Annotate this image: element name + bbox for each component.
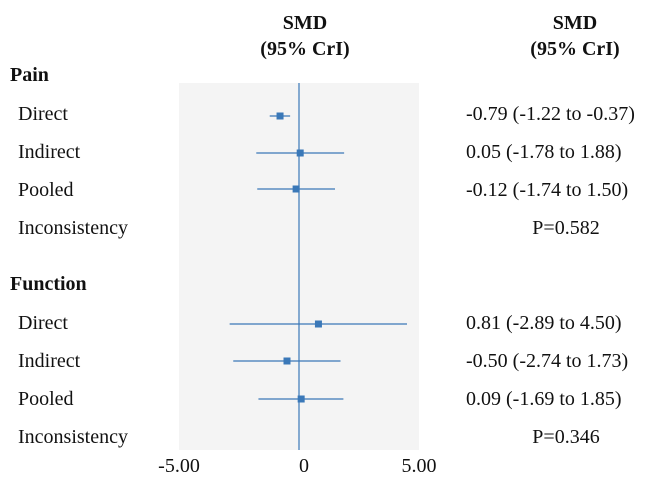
row-label-function-direct: Direct xyxy=(18,312,68,334)
values-header-line1: SMD xyxy=(552,12,598,34)
x-tick-label-min: -5.00 xyxy=(158,455,200,477)
point-marker-pain-direct xyxy=(276,112,284,120)
p-value-pain: P=0.582 xyxy=(532,217,600,239)
plot-header-line2: (95% CrI) xyxy=(260,38,350,60)
ci-text-pain-direct: -0.79 (-1.22 to -0.37) xyxy=(466,103,635,125)
plot-header: SMD (95% CrI) xyxy=(230,10,380,62)
ci-text-pain-pooled: -0.12 (-1.74 to 1.50) xyxy=(466,179,629,201)
row-label-pain-direct: Direct xyxy=(18,103,68,125)
ci-text-function-direct: 0.81 (-2.89 to 4.50) xyxy=(466,312,622,334)
section-title-function: Function xyxy=(10,273,87,295)
plot-header-line1: SMD xyxy=(282,12,328,34)
point-marker-function-indirect xyxy=(283,357,291,365)
values-header: SMD (95% CrI) xyxy=(500,10,650,62)
x-tick-label-max: 5.00 xyxy=(401,455,437,477)
point-marker-function-pooled xyxy=(297,395,305,403)
row-label-pain-indirect: Indirect xyxy=(18,141,81,163)
x-tick-label-zero: 0 xyxy=(299,455,309,477)
point-marker-pain-pooled xyxy=(292,185,300,193)
row-label-function-pooled: Pooled xyxy=(18,388,74,410)
point-marker-function-direct xyxy=(314,320,322,328)
section-title-pain: Pain xyxy=(10,64,49,86)
ci-text-function-indirect: -0.50 (-2.74 to 1.73) xyxy=(466,350,629,372)
row-label-function-inconsistency: Inconsistency xyxy=(18,426,128,448)
ci-text-pain-indirect: 0.05 (-1.78 to 1.88) xyxy=(466,141,622,163)
point-marker-pain-indirect xyxy=(296,149,304,157)
ci-text-function-pooled: 0.09 (-1.69 to 1.85) xyxy=(466,388,622,410)
row-label-pain-inconsistency: Inconsistency xyxy=(18,217,128,239)
row-label-pain-pooled: Pooled xyxy=(18,179,74,201)
p-value-function: P=0.346 xyxy=(532,426,600,448)
row-label-function-indirect: Indirect xyxy=(18,350,81,372)
values-header-line2: (95% CrI) xyxy=(530,38,620,60)
